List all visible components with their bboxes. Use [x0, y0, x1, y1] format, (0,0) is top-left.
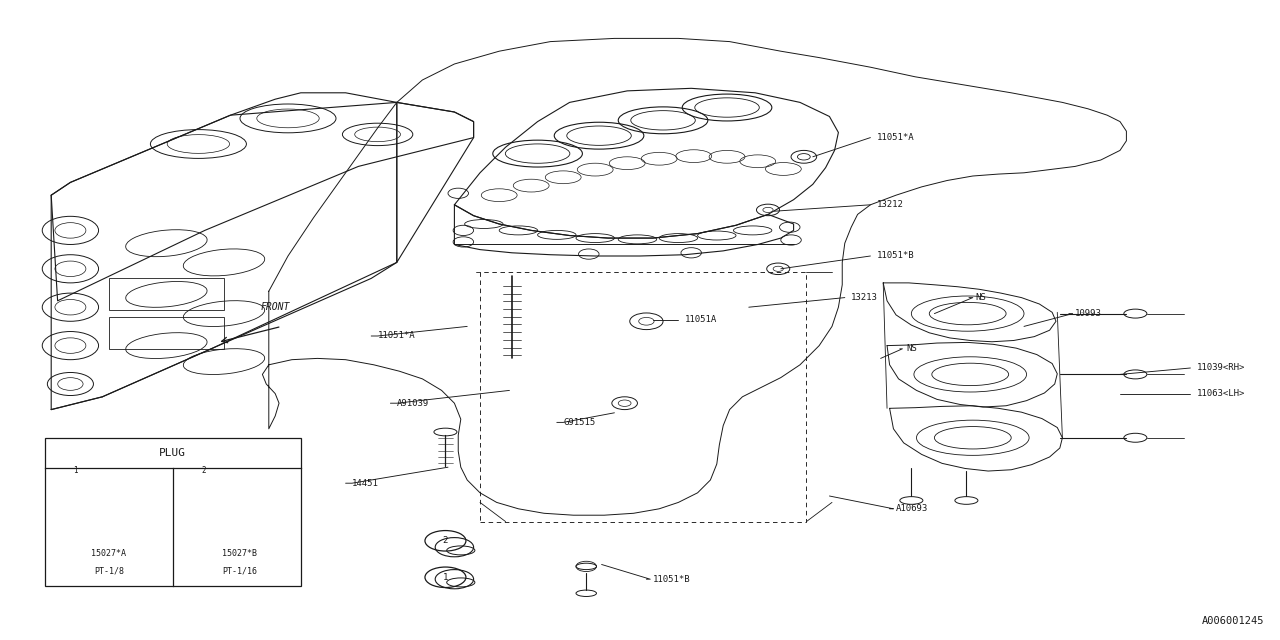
Text: 11051*A: 11051*A: [378, 332, 415, 340]
Text: 10993: 10993: [1075, 309, 1102, 318]
Text: 2: 2: [201, 467, 206, 476]
Text: 11051*A: 11051*A: [877, 133, 914, 142]
Text: 14451: 14451: [352, 479, 379, 488]
Text: PT-1/8: PT-1/8: [93, 566, 124, 575]
Text: 15027*A: 15027*A: [91, 548, 127, 557]
Text: 11051A: 11051A: [685, 316, 717, 324]
Text: A10693: A10693: [896, 504, 928, 513]
Text: 11063<LH>: 11063<LH>: [1197, 389, 1245, 398]
Text: A91039: A91039: [397, 399, 429, 408]
Text: NS: NS: [975, 293, 986, 302]
Text: 11039<RH>: 11039<RH>: [1197, 364, 1245, 372]
Text: 11051*B: 11051*B: [877, 252, 914, 260]
Bar: [45, 438, 301, 586]
Text: FRONT: FRONT: [261, 302, 289, 312]
Text: A006001245: A006001245: [1202, 616, 1265, 626]
Text: 2: 2: [443, 536, 448, 545]
Text: 1: 1: [443, 573, 448, 582]
Text: G91515: G91515: [563, 418, 595, 427]
Text: 11051*B: 11051*B: [653, 575, 690, 584]
Text: 15027*B: 15027*B: [221, 548, 257, 557]
Text: 13213: 13213: [851, 293, 878, 302]
Text: 13212: 13212: [877, 200, 904, 209]
Text: PT-1/16: PT-1/16: [221, 566, 257, 575]
Text: NS: NS: [906, 344, 916, 353]
Text: 1: 1: [73, 467, 78, 476]
Text: PLUG: PLUG: [159, 448, 187, 458]
